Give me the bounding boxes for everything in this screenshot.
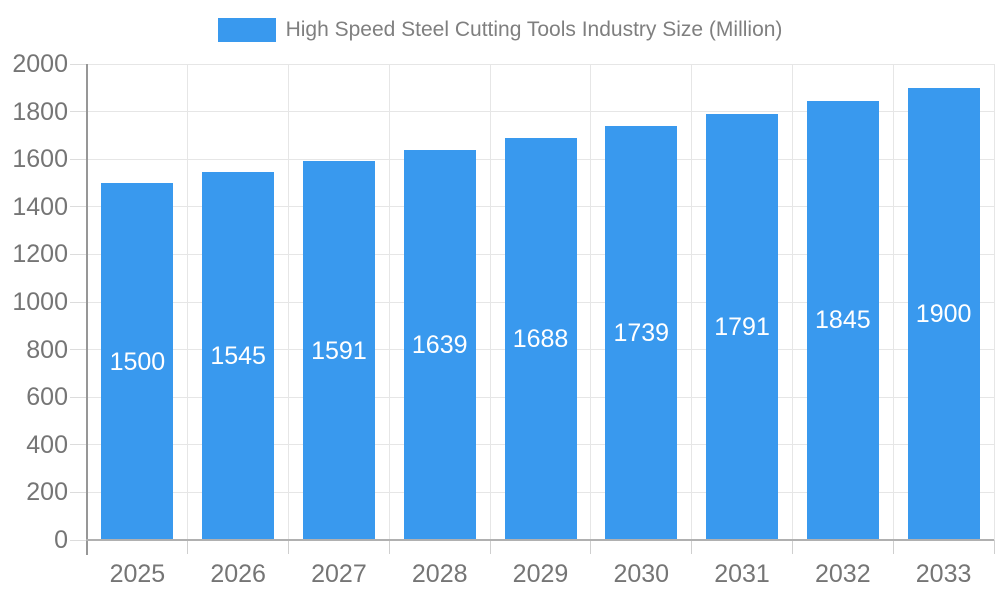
y-axis-tick <box>70 301 87 303</box>
x-tick-label: 2031 <box>714 560 770 588</box>
bar-value-label: 1500 <box>109 347 166 376</box>
x-tick-label: 2033 <box>915 560 972 588</box>
x-gridline <box>288 64 290 540</box>
x-axis-tick <box>187 540 189 554</box>
y-tick-label: 800 <box>26 335 68 364</box>
y-tick-label: 200 <box>26 478 68 507</box>
legend-swatch <box>217 18 276 42</box>
bar[interactable] <box>504 138 577 540</box>
y-tick-label: 1200 <box>12 240 68 269</box>
y-axis-tick <box>70 539 87 541</box>
x-axis-tick <box>489 540 491 554</box>
x-axis-tick <box>388 540 390 554</box>
y-tick-label: 0 <box>54 526 68 554</box>
bar[interactable] <box>605 126 678 540</box>
x-tick-label: 2029 <box>512 560 569 588</box>
bar[interactable] <box>302 161 375 540</box>
x-gridline <box>993 64 995 540</box>
x-axis-tick <box>993 540 995 554</box>
chart-legend: High Speed Steel Cutting Tools Industry … <box>0 14 1000 46</box>
x-tick-label: 2027 <box>311 560 367 588</box>
bar[interactable] <box>706 113 779 540</box>
y-tick-label: 600 <box>26 383 68 412</box>
y-axis-tick <box>70 63 87 65</box>
legend-label: High Speed Steel Cutting Tools Industry … <box>285 18 783 41</box>
x-axis-tick <box>892 540 894 554</box>
x-tick-label: 2025 <box>109 560 166 588</box>
x-axis-tick <box>691 540 693 554</box>
y-axis-tick <box>70 491 87 493</box>
x-tick-label: 2032 <box>815 560 871 588</box>
y-tick-label: 400 <box>26 430 68 459</box>
bar-value-label: 1791 <box>714 312 770 341</box>
x-gridline <box>590 64 592 540</box>
bar[interactable] <box>403 149 476 540</box>
x-tick-label: 2030 <box>613 560 670 588</box>
bar-value-label: 1845 <box>815 306 871 335</box>
x-gridline <box>489 64 491 540</box>
x-axis-tick <box>791 540 793 554</box>
y-axis-tick <box>70 158 87 160</box>
y-tick-label: 1600 <box>12 145 68 174</box>
y-axis-tick <box>70 396 87 398</box>
x-axis-tick <box>590 540 592 554</box>
x-tick-label: 2026 <box>210 560 266 588</box>
y-axis-tick <box>70 253 87 255</box>
bar-value-label: 1900 <box>915 299 972 328</box>
x-gridline <box>691 64 693 540</box>
y-axis-tick <box>70 349 87 351</box>
y-axis-tick <box>70 444 87 446</box>
bar[interactable] <box>202 172 275 540</box>
y-gridline <box>87 111 994 113</box>
y-tick-label: 1800 <box>12 97 68 126</box>
x-gridline <box>388 64 390 540</box>
bar-value-label: 1639 <box>411 330 468 359</box>
x-gridline <box>892 64 894 540</box>
bar-value-label: 1739 <box>613 319 670 348</box>
bar-value-label: 1545 <box>210 342 266 371</box>
x-tick-label: 2028 <box>411 560 468 588</box>
bar[interactable] <box>101 183 174 540</box>
y-axis-tick <box>70 206 87 208</box>
x-axis-line <box>86 539 994 541</box>
y-tick-label: 1400 <box>12 192 68 221</box>
y-axis-line <box>86 64 88 555</box>
y-tick-label: 2000 <box>12 50 68 78</box>
bar-value-label: 1688 <box>512 325 569 354</box>
x-axis-tick <box>288 540 290 554</box>
y-gridline <box>87 63 994 65</box>
y-axis-tick <box>70 111 87 113</box>
x-gridline <box>187 64 189 540</box>
x-gridline <box>791 64 793 540</box>
y-tick-label: 1000 <box>12 288 68 316</box>
bar[interactable] <box>907 87 980 540</box>
bar[interactable] <box>806 100 879 540</box>
bar-value-label: 1591 <box>311 336 367 365</box>
